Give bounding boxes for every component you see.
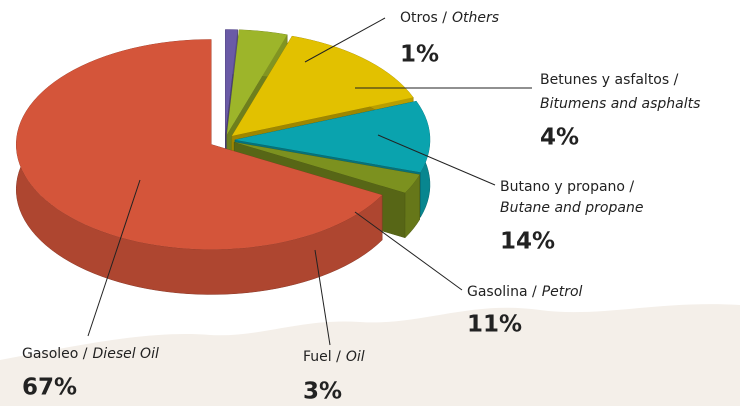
leader-line: [304, 17, 386, 63]
slice-outer-side: [404, 173, 420, 239]
category-label: Gasoleo / Diesel Oil: [22, 346, 159, 362]
pie-tops: [16, 29, 430, 250]
label-en: Diesel Oil: [93, 346, 159, 362]
label-en: Oil: [346, 349, 365, 365]
value-label: 1%: [400, 42, 439, 68]
value-label: 4%: [540, 125, 579, 151]
label-en: Others: [452, 10, 499, 26]
leader-line: [377, 134, 496, 186]
slice: [16, 39, 383, 250]
slice: [231, 36, 414, 136]
label-es: Butano y propano /: [500, 179, 634, 195]
label-en: Petrol: [542, 284, 583, 300]
leader-line: [314, 249, 331, 346]
value-label: 3%: [303, 379, 342, 405]
slice: [234, 142, 420, 193]
label-es: Otros /: [400, 10, 447, 26]
background-hills: [0, 304, 740, 406]
label-es: Betunes y asfaltos /: [540, 72, 679, 88]
label-es: Gasoleo /: [22, 346, 88, 362]
category-label: Gasolina / Petrol: [467, 284, 583, 300]
slice: [234, 101, 430, 173]
slice: [225, 29, 238, 135]
label-es: Gasolina /: [467, 284, 537, 300]
value-label: 67%: [22, 375, 77, 401]
labels: Otros / Others 1% Betunes y asfaltos / Bitum…: [22, 10, 700, 405]
slice: [226, 29, 288, 135]
value-label: 14%: [500, 229, 555, 255]
leader-line: [87, 179, 141, 337]
category-label: Otros / Others: [400, 10, 499, 26]
value-label: 11%: [467, 312, 522, 338]
category-label: Fuel / Oil: [303, 349, 365, 365]
leader-line: [354, 211, 463, 291]
label-es: Fuel /: [303, 349, 341, 365]
label-en: Butane and propane: [500, 200, 643, 216]
label-en: Bitumens and asphalts: [540, 96, 700, 112]
